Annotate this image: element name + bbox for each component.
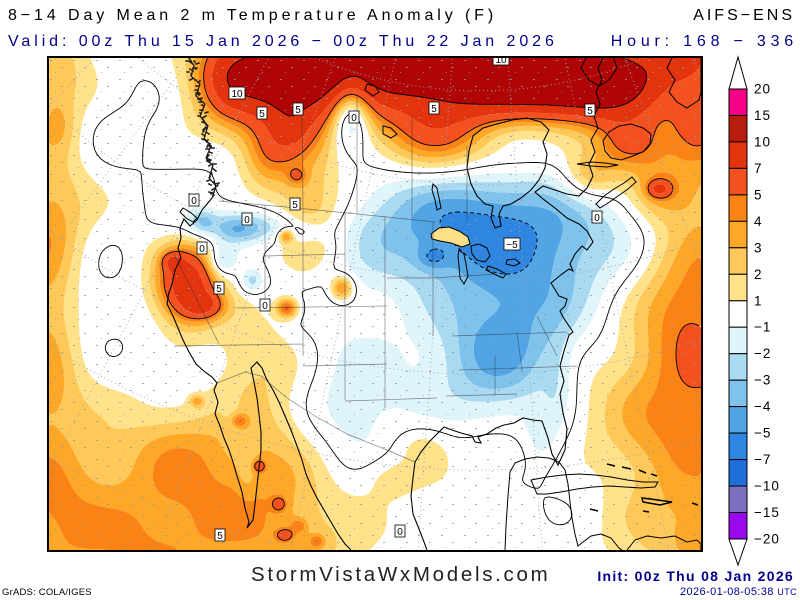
svg-text:2: 2	[754, 267, 763, 282]
svg-text:−4: −4	[754, 399, 771, 414]
svg-text:1: 1	[754, 293, 763, 308]
svg-text:7: 7	[754, 161, 763, 176]
svg-text:−2: −2	[754, 346, 771, 361]
svg-text:3: 3	[754, 240, 763, 255]
svg-text:10: 10	[754, 134, 771, 149]
svg-text:5: 5	[217, 531, 223, 542]
svg-text:5: 5	[292, 200, 298, 211]
svg-text:5: 5	[431, 104, 437, 115]
svg-text:5: 5	[587, 106, 593, 117]
svg-text:−5: −5	[506, 240, 518, 251]
svg-text:4: 4	[754, 214, 763, 229]
svg-text:20: 20	[754, 82, 771, 97]
svg-text:10: 10	[231, 89, 243, 100]
svg-text:5: 5	[295, 105, 301, 116]
svg-text:15: 15	[754, 108, 771, 123]
svg-text:−3: −3	[754, 373, 771, 388]
svg-text:−5: −5	[754, 426, 771, 441]
svg-text:−10: −10	[754, 479, 780, 494]
svg-text:−1: −1	[754, 320, 771, 335]
svg-text:−7: −7	[754, 452, 771, 467]
svg-text:0: 0	[199, 244, 205, 255]
svg-text:0: 0	[351, 113, 357, 124]
svg-text:10: 10	[495, 56, 507, 66]
svg-text:−15: −15	[754, 505, 780, 520]
svg-text:5: 5	[216, 284, 222, 295]
svg-text:0: 0	[244, 215, 250, 226]
svg-text:0: 0	[191, 196, 197, 207]
svg-text:5: 5	[754, 187, 763, 202]
svg-text:−20: −20	[754, 532, 780, 547]
svg-text:0: 0	[594, 213, 600, 224]
svg-text:0: 0	[397, 527, 403, 538]
svg-text:0: 0	[262, 301, 268, 312]
svg-text:5: 5	[259, 109, 265, 120]
